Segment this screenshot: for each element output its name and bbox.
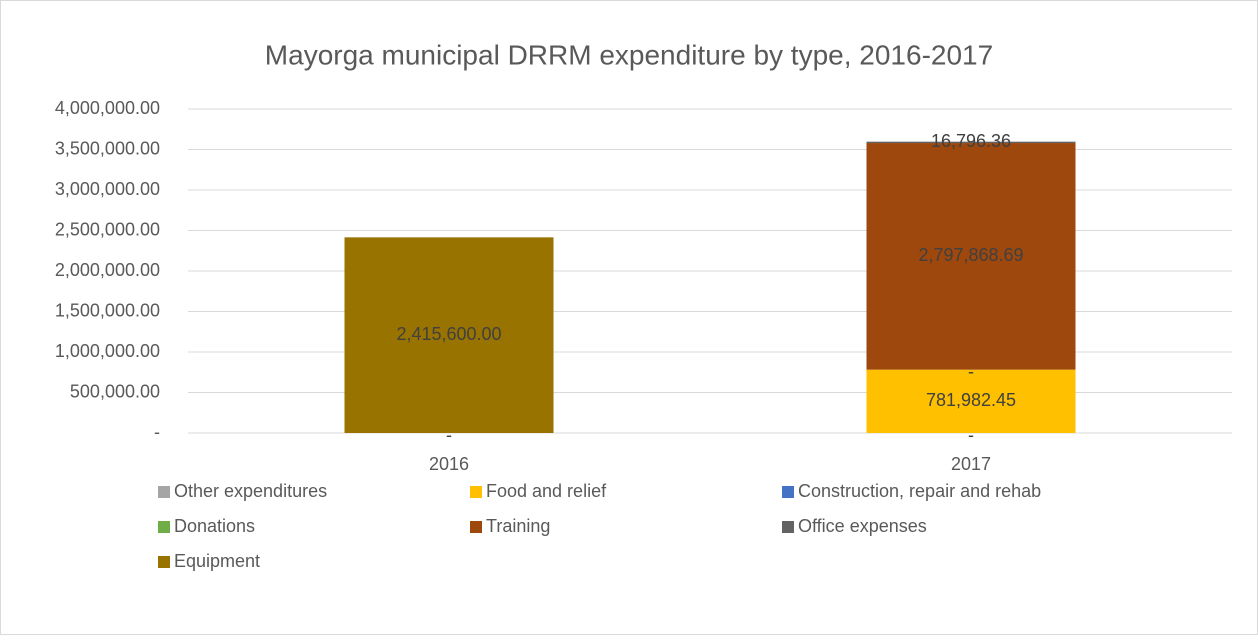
bar-segment [866, 143, 1076, 370]
y-tick-label: 1,000,000.00 [55, 341, 160, 361]
bar-segment [866, 141, 1076, 144]
data-label: 2,415,600.00 [396, 324, 501, 344]
y-tick-label: - [154, 422, 160, 442]
chart-title: Mayorga municipal DRRM expenditure by ty… [265, 39, 993, 70]
legend-label: Food and relief [486, 481, 607, 501]
y-tick-label: 3,000,000.00 [55, 179, 160, 199]
legend-label: Other expenditures [174, 481, 327, 501]
legend-swatch [470, 486, 482, 498]
data-label: 16,796.36 [931, 131, 1011, 151]
bar-segment [344, 237, 554, 433]
legend-swatch [782, 486, 794, 498]
legend-label: Training [486, 516, 550, 536]
legend-label: Equipment [174, 551, 260, 571]
legend-label: Office expenses [798, 516, 927, 536]
y-tick-label: 1,500,000.00 [55, 300, 160, 320]
x-tick-label: 2016 [429, 454, 469, 474]
bar-segment [866, 369, 1076, 433]
y-tick-label: 2,500,000.00 [55, 219, 160, 239]
legend-swatch [782, 521, 794, 533]
data-label: 781,982.45 [926, 390, 1016, 410]
data-label: - [968, 361, 974, 381]
legend-swatch [158, 486, 170, 498]
data-label: - [446, 425, 452, 445]
data-label: - [968, 425, 974, 445]
y-tick-label: 500,000.00 [70, 381, 160, 401]
x-tick-label: 2017 [951, 454, 991, 474]
legend-swatch [158, 521, 170, 533]
legend-label: Donations [174, 516, 255, 536]
y-tick-label: 3,500,000.00 [55, 138, 160, 158]
legend-swatch [158, 556, 170, 568]
data-label: 2,797,868.69 [918, 245, 1023, 265]
y-tick-label: 4,000,000.00 [55, 98, 160, 118]
legend-swatch [470, 521, 482, 533]
legend-label: Construction, repair and rehab [798, 481, 1041, 501]
y-tick-label: 2,000,000.00 [55, 260, 160, 280]
